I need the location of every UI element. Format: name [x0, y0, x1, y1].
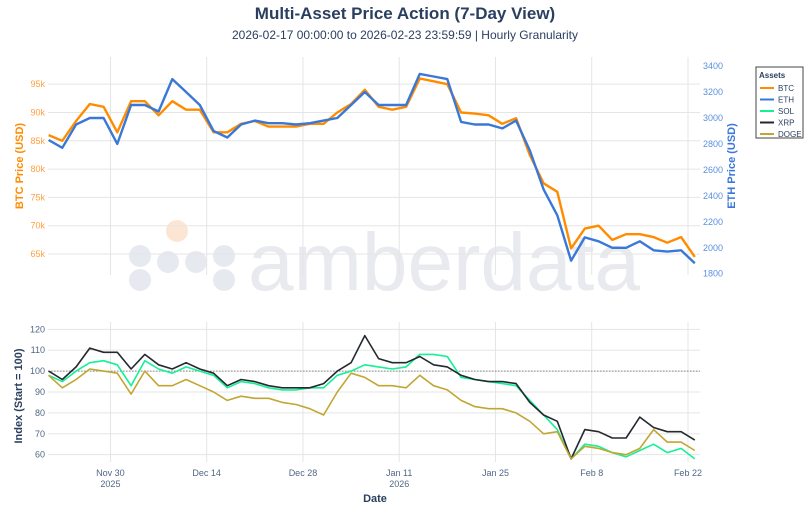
- eth-tick-label: 3000: [703, 113, 723, 123]
- eth-tick-label: 2400: [703, 191, 723, 201]
- legend-label: SOL: [778, 107, 795, 116]
- x-tick-label: Feb 22: [674, 468, 702, 478]
- date-axis-label: Date: [363, 493, 387, 505]
- chart-subtitle: 2026-02-17 00:00:00 to 2026-02-23 23:59:…: [232, 28, 578, 42]
- legend-label: XRP: [778, 119, 794, 128]
- legend-label: ETH: [778, 96, 794, 105]
- index-tick-label: 110: [31, 345, 45, 355]
- doge-index-line: [48, 368, 696, 460]
- index-tick-label: 100: [30, 366, 45, 376]
- legend: Assets BTC ETH SOL XRP DOGE: [755, 66, 804, 139]
- legend-item-sol[interactable]: SOL: [760, 107, 795, 116]
- index-tick-label: 60: [35, 450, 45, 460]
- legend-item-eth[interactable]: ETH: [760, 96, 794, 105]
- legend-label: BTC: [778, 84, 794, 93]
- eth-tick-label: 2200: [703, 217, 723, 227]
- x-tick-year: 2025: [100, 479, 120, 489]
- chart-title: Multi-Asset Price Action (7-Day View): [255, 4, 555, 23]
- eth-tick-label: 2000: [703, 243, 723, 253]
- eth-tick-label: 3400: [703, 61, 723, 71]
- x-tick-label: Jan 11: [386, 468, 412, 478]
- btc-axis-label: BTC Price (USD): [14, 123, 26, 210]
- amberdata-watermark-logo: amberdata: [129, 217, 640, 308]
- btc-tick-label: 95k: [30, 79, 45, 89]
- eth-price-line: [48, 72, 696, 265]
- btc-tick-label: 90k: [30, 107, 45, 117]
- x-tick-label: Dec 28: [289, 468, 318, 478]
- btc-tick-label: 85k: [30, 136, 45, 146]
- legend-title: Assets: [759, 71, 786, 80]
- x-tick-label: Jan 25: [482, 468, 509, 478]
- index-tick-label: 70: [35, 429, 45, 439]
- eth-tick-label: 2600: [703, 165, 723, 175]
- sol-index-line: [48, 353, 696, 460]
- index-tick-label: 80: [35, 408, 45, 418]
- btc-tick-label: 65k: [30, 249, 45, 259]
- legend-item-btc[interactable]: BTC: [760, 84, 794, 93]
- watermark-text: amberdata: [248, 217, 640, 308]
- x-tick-year: 2026: [389, 479, 409, 489]
- btc-tick-label: 75k: [30, 192, 45, 202]
- eth-tick-label: 3200: [703, 87, 723, 97]
- btc-tick-label: 80k: [30, 164, 45, 174]
- eth-tick-label: 2800: [703, 139, 723, 149]
- btc-tick-label: 70k: [30, 221, 45, 231]
- xrp-index-line: [48, 334, 696, 460]
- index-tick-label: 120: [30, 324, 45, 334]
- index-axis-label: Index (Start = 100): [13, 348, 25, 443]
- x-tick-label: Dec 14: [192, 468, 221, 478]
- x-tick-label: Feb 8: [580, 468, 603, 478]
- legend-item-xrp[interactable]: XRP: [760, 119, 794, 128]
- legend-label: DOGE: [778, 130, 802, 139]
- legend-item-doge[interactable]: DOGE: [760, 130, 802, 139]
- eth-axis-label: ETH Price (USD): [726, 123, 738, 209]
- eth-tick-label: 1800: [703, 269, 723, 279]
- x-tick-label: Nov 30: [96, 468, 125, 478]
- index-tick-label: 90: [35, 387, 45, 397]
